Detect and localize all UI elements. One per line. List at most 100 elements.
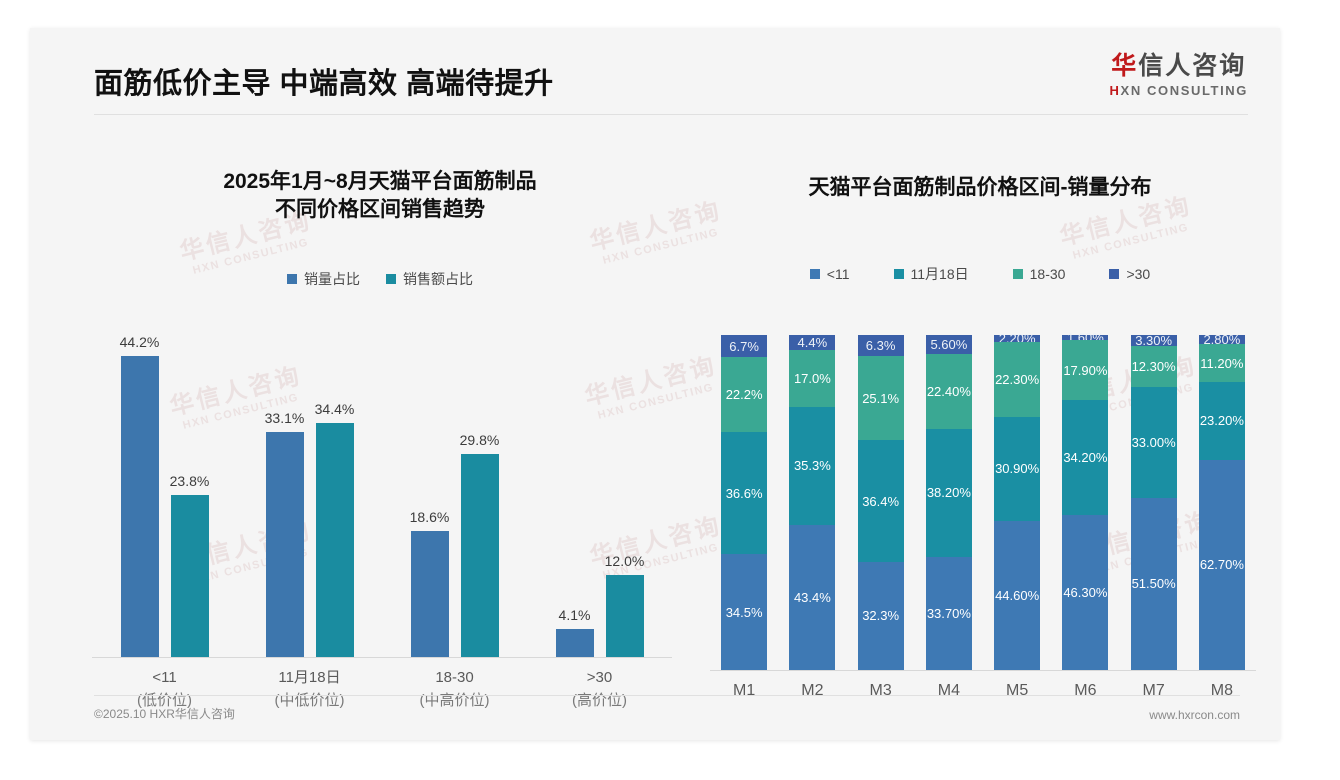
stack-segment[interactable]: 2.20% — [994, 331, 1041, 346]
bar-value-label: 44.2% — [119, 334, 160, 351]
right-chart-axis — [710, 670, 1256, 671]
bar-rect[interactable] — [170, 495, 209, 657]
x-axis-category: 11月18日 (中低价位) — [275, 667, 345, 712]
bar-rect[interactable] — [315, 423, 354, 657]
left-chart-title-line1: 2025年1月~8月天猫平台面筋制品 — [223, 170, 537, 193]
stack-segment[interactable]: 23.20% — [1198, 381, 1245, 460]
stack-segment[interactable]: 43.4% — [789, 524, 836, 670]
footer-website: www.hxrcon.com — [1149, 708, 1240, 722]
stack-segment-label: 2.80% — [1203, 332, 1241, 348]
stack-segment[interactable]: 17.90% — [1062, 340, 1109, 401]
left-legend-item-1[interactable]: 销售额占比 — [386, 269, 473, 289]
x-axis-category-label: 11月18日 — [278, 669, 341, 686]
bar-column[interactable]: 29.8% — [460, 432, 499, 657]
stack-segment[interactable]: 33.00% — [1130, 387, 1177, 498]
legend-swatch-icon — [1012, 269, 1023, 279]
stack-segment[interactable]: 6.7% — [721, 335, 768, 358]
bar-rect[interactable] — [120, 356, 159, 657]
left-legend-label: 销量占比 — [304, 271, 360, 287]
slide: 面筋低价主导 中端高效 高端待提升 华信人咨询 HXN CONSULTING 华… — [30, 28, 1280, 740]
left-legend-item-0[interactable]: 销量占比 — [287, 269, 360, 289]
bar-rect[interactable] — [555, 629, 594, 657]
x-axis-month-label: M1 — [733, 682, 756, 699]
x-axis-month-label: M6 — [1074, 682, 1097, 699]
right-legend-item-1[interactable]: 11月18日 — [893, 264, 969, 284]
stack-segment[interactable]: 35.3% — [789, 406, 836, 525]
left-legend-label: 销售额占比 — [403, 271, 473, 287]
stacked-bar[interactable]: 4.4% 17.0% 35.3% 43.4% M2 — [789, 335, 836, 699]
stacked-bar[interactable]: 2.80% 11.20% 23.20% 62.70% M8 — [1198, 332, 1245, 699]
stack-segment-label: 22.30% — [995, 372, 1040, 388]
stack-segment-label: 36.4% — [862, 493, 900, 509]
bar-column[interactable]: 23.8% — [170, 473, 209, 657]
x-axis-category-label: 18-30 — [435, 669, 474, 686]
right-chart-panel: 天猫平台面筋制品价格区间-销量分布 <11 11月18日 18-30 >30 6.7%… — [690, 136, 1270, 699]
bar-column[interactable]: 12.0% — [605, 553, 644, 657]
stacked-bar[interactable]: 6.3% 25.1% 36.4% 32.3% M3 — [857, 335, 904, 699]
stack-segment[interactable]: 36.4% — [857, 440, 904, 562]
stack-segment-label: 12.30% — [1131, 359, 1176, 375]
stacked-bar[interactable]: 2.20% 22.30% 30.90% 44.60% M5 — [994, 331, 1041, 699]
stack-segment-label: 23.20% — [1199, 413, 1244, 429]
stack-segment[interactable]: 25.1% — [857, 356, 904, 441]
legend-swatch-icon — [893, 269, 904, 279]
left-chart-axis — [92, 657, 672, 658]
bar-rect[interactable] — [460, 454, 499, 657]
stack-segment[interactable]: 4.4% — [789, 335, 836, 350]
stacked-bar[interactable]: 5.60% 22.40% 38.20% 33.70% M4 — [925, 335, 972, 699]
bar-value-label: 18.6% — [409, 508, 450, 525]
right-chart-legend: <11 11月18日 18-30 >30 — [690, 264, 1270, 284]
stack-segment[interactable]: 44.60% — [994, 520, 1041, 670]
x-axis-category-sublabel: (高价位) — [572, 691, 627, 709]
stack-segment[interactable]: 11.20% — [1198, 344, 1245, 382]
x-axis-month-label: M5 — [1006, 682, 1029, 699]
bar-rect[interactable] — [265, 431, 304, 657]
stack-segment[interactable]: 22.40% — [925, 353, 972, 429]
bar-group: 33.1% 34.4% 11月18日 (中低价位) — [260, 317, 360, 708]
stacked-bar[interactable]: 3.30% 12.30% 33.00% 51.50% M7 — [1130, 333, 1177, 699]
bar-group: 4.1% 12.0% >30 (高价位) — [550, 317, 650, 709]
x-axis-month-label: M4 — [937, 682, 960, 699]
stack-segment[interactable]: 38.20% — [925, 428, 972, 557]
bar-column[interactable]: 44.2% — [120, 334, 159, 657]
right-legend-item-3[interactable]: >30 — [1109, 266, 1150, 282]
stack-segment[interactable]: 46.30% — [1062, 514, 1109, 670]
bar-column[interactable]: 33.1% — [265, 410, 304, 657]
stack-segment[interactable]: 34.5% — [721, 554, 768, 670]
stack-segment[interactable]: 22.30% — [994, 342, 1041, 418]
stack-segment[interactable]: 32.3% — [857, 561, 904, 670]
stack-segment[interactable]: 5.60% — [925, 335, 972, 354]
stack-segment[interactable]: 2.80% — [1198, 332, 1245, 348]
stack-segment[interactable]: 33.70% — [925, 557, 972, 670]
stack-segment-label: 32.3% — [862, 608, 900, 624]
stack-segment[interactable]: 22.2% — [721, 357, 768, 432]
stacked-bar[interactable]: 1.60% 17.90% 34.20% 46.30% M6 — [1062, 330, 1109, 699]
bar-rect[interactable] — [410, 530, 449, 657]
stack-segment[interactable]: 36.6% — [721, 431, 768, 555]
bar-value-label: 23.8% — [169, 473, 210, 490]
stack-segment[interactable]: 30.90% — [994, 417, 1041, 521]
stack-segment[interactable]: 3.30% — [1130, 333, 1177, 349]
right-legend-label: >30 — [1126, 266, 1151, 282]
stack-segment[interactable]: 17.0% — [789, 349, 836, 407]
stacked-bar[interactable]: 6.7% 22.2% 36.6% 34.5% M1 — [721, 335, 768, 699]
stack-segment[interactable]: 12.30% — [1130, 346, 1177, 388]
bar-rect[interactable] — [605, 575, 644, 657]
stack-segment[interactable]: 34.20% — [1062, 400, 1109, 515]
stack-segment-label: 44.60% — [995, 587, 1040, 603]
bar-value-label: 12.0% — [604, 553, 645, 570]
logo-accent-char: 华 — [1111, 52, 1139, 80]
footer-divider — [94, 695, 1240, 696]
stack-segment[interactable]: 51.50% — [1130, 497, 1177, 670]
bar-value-label: 29.8% — [459, 432, 500, 449]
right-legend-item-0[interactable]: <11 — [809, 266, 850, 282]
header-divider — [94, 114, 1248, 115]
stack-segment-label: 3.30% — [1135, 333, 1173, 349]
stack-segment[interactable]: 6.3% — [857, 335, 904, 357]
stack-segment[interactable]: 62.70% — [1198, 459, 1245, 670]
right-legend-item-2[interactable]: 18-30 — [1012, 266, 1065, 282]
bar-column[interactable]: 4.1% — [555, 607, 594, 657]
x-axis-category-label: >30 — [586, 669, 613, 686]
bar-column[interactable]: 34.4% — [315, 401, 354, 657]
bar-column[interactable]: 18.6% — [410, 509, 449, 657]
